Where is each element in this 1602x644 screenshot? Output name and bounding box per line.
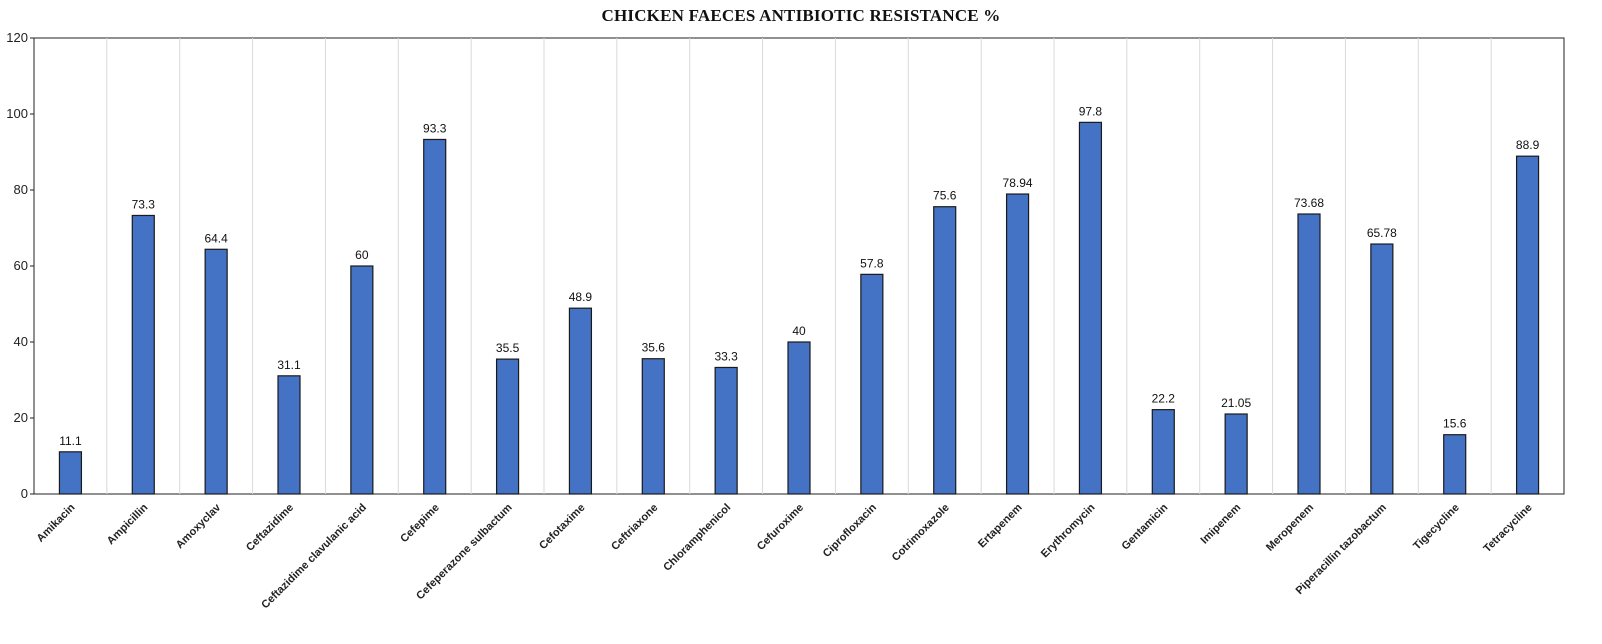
bar [1078, 121, 1103, 495]
x-tick-label: Ceftazidime [244, 502, 296, 554]
y-tick-label: 20 [14, 410, 28, 425]
x-tick-label: Cotrimoxazole [890, 502, 952, 564]
bar [495, 358, 520, 495]
bar [1515, 155, 1540, 495]
data-label: 73.3 [132, 197, 156, 211]
bar [860, 273, 884, 495]
x-tick-label: Erythromycin [1039, 501, 1098, 560]
x-tick-label: Chloramphenicol [661, 502, 733, 574]
bar [1224, 413, 1248, 495]
data-label: 22.2 [1152, 392, 1176, 406]
x-tick-label: Amikacin [34, 501, 77, 544]
bar [641, 358, 665, 495]
y-tick-label: 120 [6, 30, 28, 45]
bar [1151, 409, 1175, 495]
data-label: 60 [355, 248, 369, 262]
bar [1443, 434, 1467, 495]
data-label: 73.68 [1294, 196, 1324, 210]
data-label: 31.1 [277, 358, 301, 372]
x-tick-label: Cefepime [398, 502, 442, 546]
x-tick-label: Ertapenem [976, 501, 1025, 550]
data-label: 64.4 [204, 231, 228, 245]
bar [58, 451, 83, 495]
x-tick-label: Amoxyclav [174, 501, 224, 551]
x-tick-label: Gentamicin [1120, 501, 1171, 552]
bar [204, 248, 228, 495]
x-tick-label: Tetracycline [1481, 502, 1534, 555]
x-tick-label: Ceftriaxone [609, 502, 660, 553]
data-label: 97.8 [1079, 104, 1103, 118]
data-label: 35.6 [642, 341, 666, 355]
bar [787, 341, 811, 495]
data-label: 40 [792, 324, 806, 338]
y-tick-label: 0 [21, 486, 28, 501]
data-label: 15.6 [1443, 417, 1467, 431]
bar [714, 366, 738, 495]
bar [1297, 213, 1321, 495]
y-tick-label: 80 [14, 182, 28, 197]
y-tick-label: 100 [6, 106, 28, 121]
data-label: 35.5 [496, 341, 520, 355]
data-label: 48.9 [569, 290, 593, 304]
x-tick-label: Tigecycline [1411, 502, 1462, 553]
y-tick-label: 40 [14, 334, 28, 349]
bar [423, 138, 447, 495]
x-tick-label: Cefuroxime [755, 502, 806, 553]
x-tick-label: Ciprofloxacin [821, 501, 879, 559]
data-label: 57.8 [860, 256, 884, 270]
bar [350, 265, 374, 495]
data-label: 65.78 [1367, 226, 1397, 240]
x-tick-label: Imipenem [1198, 501, 1243, 546]
bar [1370, 243, 1394, 495]
x-tick-label: Meropenem [1264, 501, 1316, 553]
data-label: 21.05 [1221, 396, 1251, 410]
data-label: 75.6 [933, 189, 957, 203]
bar [1005, 193, 1030, 495]
data-label: 33.3 [714, 349, 738, 363]
data-label: 11.1 [59, 434, 82, 448]
bar [933, 206, 957, 495]
data-label: 88.9 [1516, 138, 1540, 152]
x-tick-label: Cefotaxime [537, 502, 587, 552]
chart-title: CHICKEN FAECES ANTIBIOTIC RESISTANCE % [601, 6, 1001, 25]
bar [568, 307, 593, 495]
x-tick-label: Ampicillin [105, 501, 151, 547]
bar [277, 375, 301, 495]
y-tick-label: 60 [14, 258, 28, 273]
data-label: 78.94 [1003, 176, 1033, 190]
data-label: 93.3 [423, 121, 447, 135]
bar [131, 214, 155, 495]
